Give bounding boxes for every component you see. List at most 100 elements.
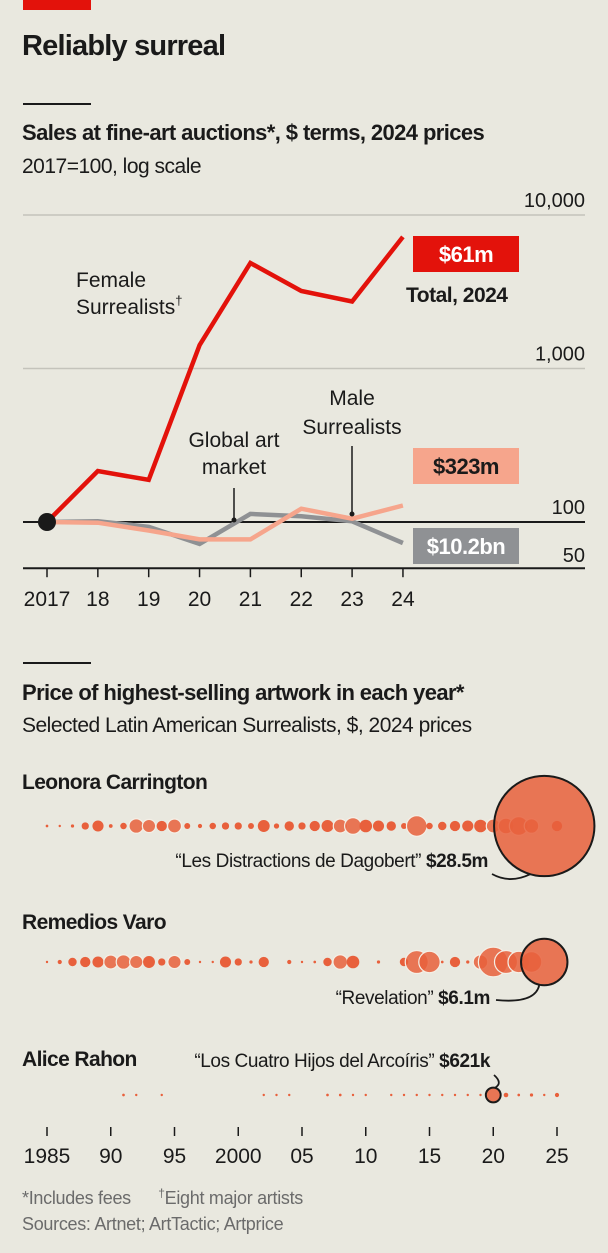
section-rule — [23, 103, 91, 105]
bubble-point — [70, 824, 75, 828]
bubble-point — [376, 960, 381, 964]
y-tick-label: 1,000 — [535, 344, 585, 366]
bubble-point — [92, 820, 104, 832]
bubble-point — [462, 820, 474, 832]
end-value-badge — [413, 236, 519, 272]
bubble-point — [453, 1093, 457, 1097]
bubble-point — [219, 956, 232, 968]
bubble-row-remedios-varo — [45, 938, 569, 986]
highlight-leader — [495, 984, 541, 1002]
bubble-point — [135, 1093, 138, 1097]
end-value-badge — [413, 528, 519, 564]
bubble-point — [234, 822, 242, 830]
end-value-label: $323m — [433, 454, 499, 479]
footnote-fees: *Includes fees †Eight major artists — [22, 1186, 303, 1209]
bubble-chart-subtitle: Selected Latin American Surrealists, $, … — [22, 714, 472, 737]
bubble-point — [441, 1093, 444, 1097]
bubble-point — [92, 956, 104, 968]
bubble-point — [184, 959, 191, 965]
bubble-point — [479, 1093, 482, 1097]
bubble-point — [115, 954, 132, 970]
x-tick-label: 1985 — [24, 1145, 71, 1168]
start-point-marker — [38, 513, 56, 531]
bubble-point — [287, 959, 292, 965]
bubble-point — [166, 818, 183, 834]
y-tick-label: 100 — [552, 497, 585, 519]
series-label-male: Surrealists — [302, 416, 401, 439]
bubble-point — [284, 821, 294, 831]
bubble-point — [401, 823, 407, 829]
bubble-point — [529, 1093, 534, 1097]
bubble-point — [249, 960, 253, 964]
bubble-point — [338, 1093, 342, 1097]
highlight-work: “Les Distractions de Dagobert” — [175, 851, 426, 872]
chart-title: Reliably surreal — [22, 30, 226, 62]
bubble-point — [128, 818, 145, 834]
bubble-point — [332, 954, 349, 970]
line-chart: 10,000 1,000 100 50 2017 18 19 20 21 22 23 24 $61m $3… — [23, 190, 585, 611]
bubble-point — [129, 954, 144, 970]
bubble-point — [364, 1093, 367, 1097]
x-tick-label: 15 — [418, 1145, 441, 1168]
bubble-point — [390, 1093, 393, 1097]
end-value-label: $10.2bn — [427, 534, 505, 559]
x-tick-label: 18 — [86, 588, 109, 611]
male-label-leader-dot — [349, 511, 355, 517]
bubble-point — [321, 820, 334, 832]
bubble-point — [474, 819, 487, 833]
y-tick-label: 50 — [563, 545, 585, 567]
bubble-point — [359, 819, 373, 833]
footnote-fees-text: *Includes fees — [22, 1188, 131, 1208]
highlight-price: $6.1m — [438, 988, 490, 1009]
highlight-price: $28.5m — [426, 851, 488, 872]
x-tick-label: 90 — [99, 1145, 122, 1168]
line-chart-title: Sales at fine-art auctions*, $ terms, 20… — [22, 120, 485, 145]
bubble-point — [167, 954, 182, 970]
bubble-point — [209, 822, 217, 830]
bubble-point — [258, 956, 269, 968]
bubble-point — [262, 1093, 265, 1097]
bubble-point — [466, 960, 470, 964]
series-label-female: Surrealists† — [76, 293, 182, 319]
bubble-point — [221, 822, 230, 830]
x-tick-label: 20 — [188, 588, 211, 611]
bubble-point — [554, 1092, 560, 1098]
bubble-point — [68, 957, 77, 967]
x-tick-label: 05 — [290, 1145, 313, 1168]
x-tick-label: 2000 — [215, 1145, 262, 1168]
bubble-point — [438, 821, 447, 831]
highlight-ring — [520, 937, 569, 987]
total-2024-note: Total, 2024 — [406, 284, 508, 307]
footnote-artists-text: Eight major artists — [164, 1188, 304, 1208]
bubble-point — [198, 960, 202, 964]
bubble-point — [551, 820, 563, 832]
bubble-point — [449, 820, 461, 832]
bubble-point — [415, 1093, 418, 1097]
bubble-point — [343, 816, 363, 836]
bubble-point — [197, 823, 203, 829]
bubble-point — [160, 1093, 163, 1097]
bubble-point — [248, 823, 254, 829]
bubble-point — [80, 956, 91, 968]
bubble-point — [313, 960, 317, 964]
bubble-point — [58, 824, 61, 828]
bubble-point — [156, 820, 167, 832]
end-value-badge — [413, 448, 519, 484]
bubble-point — [326, 1093, 329, 1097]
highlight-label: “Les Distractions de Dagobert” $28.5m — [175, 851, 488, 872]
bubble-point — [418, 950, 441, 974]
x-tick-label: 25 — [545, 1145, 568, 1168]
x-tick-label: 95 — [163, 1145, 186, 1168]
x-tick-label: 22 — [290, 588, 313, 611]
x-tick-label: 2017 — [24, 588, 71, 611]
bubble-point — [428, 1093, 431, 1097]
x-tick-label: 10 — [354, 1145, 377, 1168]
bubble-point — [300, 960, 304, 964]
bubble-point — [257, 820, 270, 832]
highlight-label: “Revelation” $6.1m — [336, 988, 490, 1009]
bubble-point — [503, 1092, 509, 1098]
bubble-point — [45, 960, 49, 964]
bubble-point — [543, 1093, 546, 1097]
bubble-point — [120, 822, 127, 830]
bubble-point — [57, 959, 62, 965]
